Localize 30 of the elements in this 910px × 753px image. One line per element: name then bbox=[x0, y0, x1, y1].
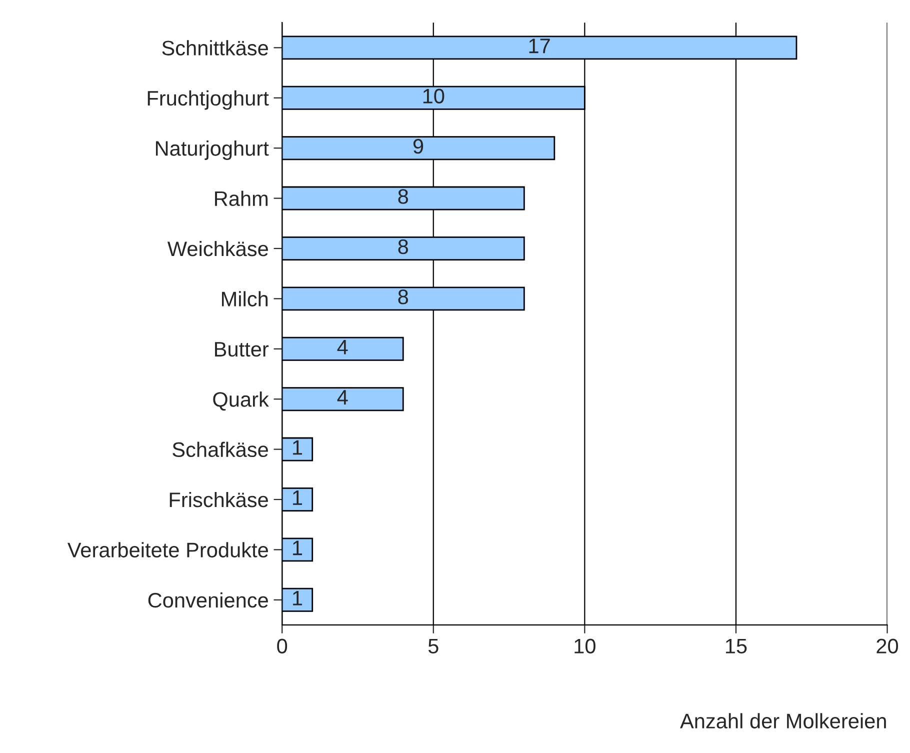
y-tick-label: Fruchtjoghurt bbox=[148, 90, 269, 110]
y-tick-label: Quark bbox=[213, 392, 269, 411]
data-label: 10 bbox=[423, 88, 444, 104]
y-tick-label: Frischkäse bbox=[170, 492, 268, 508]
data-label: 1 bbox=[293, 440, 302, 455]
data-label: 8 bbox=[398, 239, 408, 254]
x-tick-label: 20 bbox=[876, 638, 898, 654]
data-label: 1 bbox=[293, 490, 302, 505]
y-tick-label: Milch bbox=[222, 291, 268, 306]
y-tick-label: Schnittkäse bbox=[162, 40, 268, 56]
x-tick-label: 0 bbox=[277, 638, 288, 654]
data-label: 8 bbox=[398, 290, 408, 304]
y-tick-label: Naturjoghurt bbox=[156, 140, 269, 160]
data-label: 9 bbox=[413, 138, 424, 154]
y-tick-label: Weichkäse bbox=[167, 240, 268, 256]
data-label: 1 bbox=[293, 540, 302, 556]
y-tick-label: Butter bbox=[215, 342, 269, 357]
data-label: 4 bbox=[337, 390, 348, 404]
data-label: 17 bbox=[529, 38, 550, 54]
x-axis-title: Anzahl der Molkereien bbox=[680, 713, 886, 728]
y-tick-label: Schafkäse bbox=[172, 442, 268, 458]
data-label: 4 bbox=[337, 340, 348, 354]
y-tick-label: Verarbeitete Produkte bbox=[67, 542, 268, 558]
data-label: 8 bbox=[398, 189, 408, 204]
x-tick-label: 10 bbox=[574, 638, 596, 654]
y-tick-label: Rahm bbox=[215, 190, 268, 206]
data-label: 1 bbox=[293, 590, 302, 606]
x-tick-label: 15 bbox=[726, 638, 747, 654]
x-tick-label: 5 bbox=[428, 638, 438, 654]
y-tick-label: Convenience bbox=[148, 592, 268, 608]
